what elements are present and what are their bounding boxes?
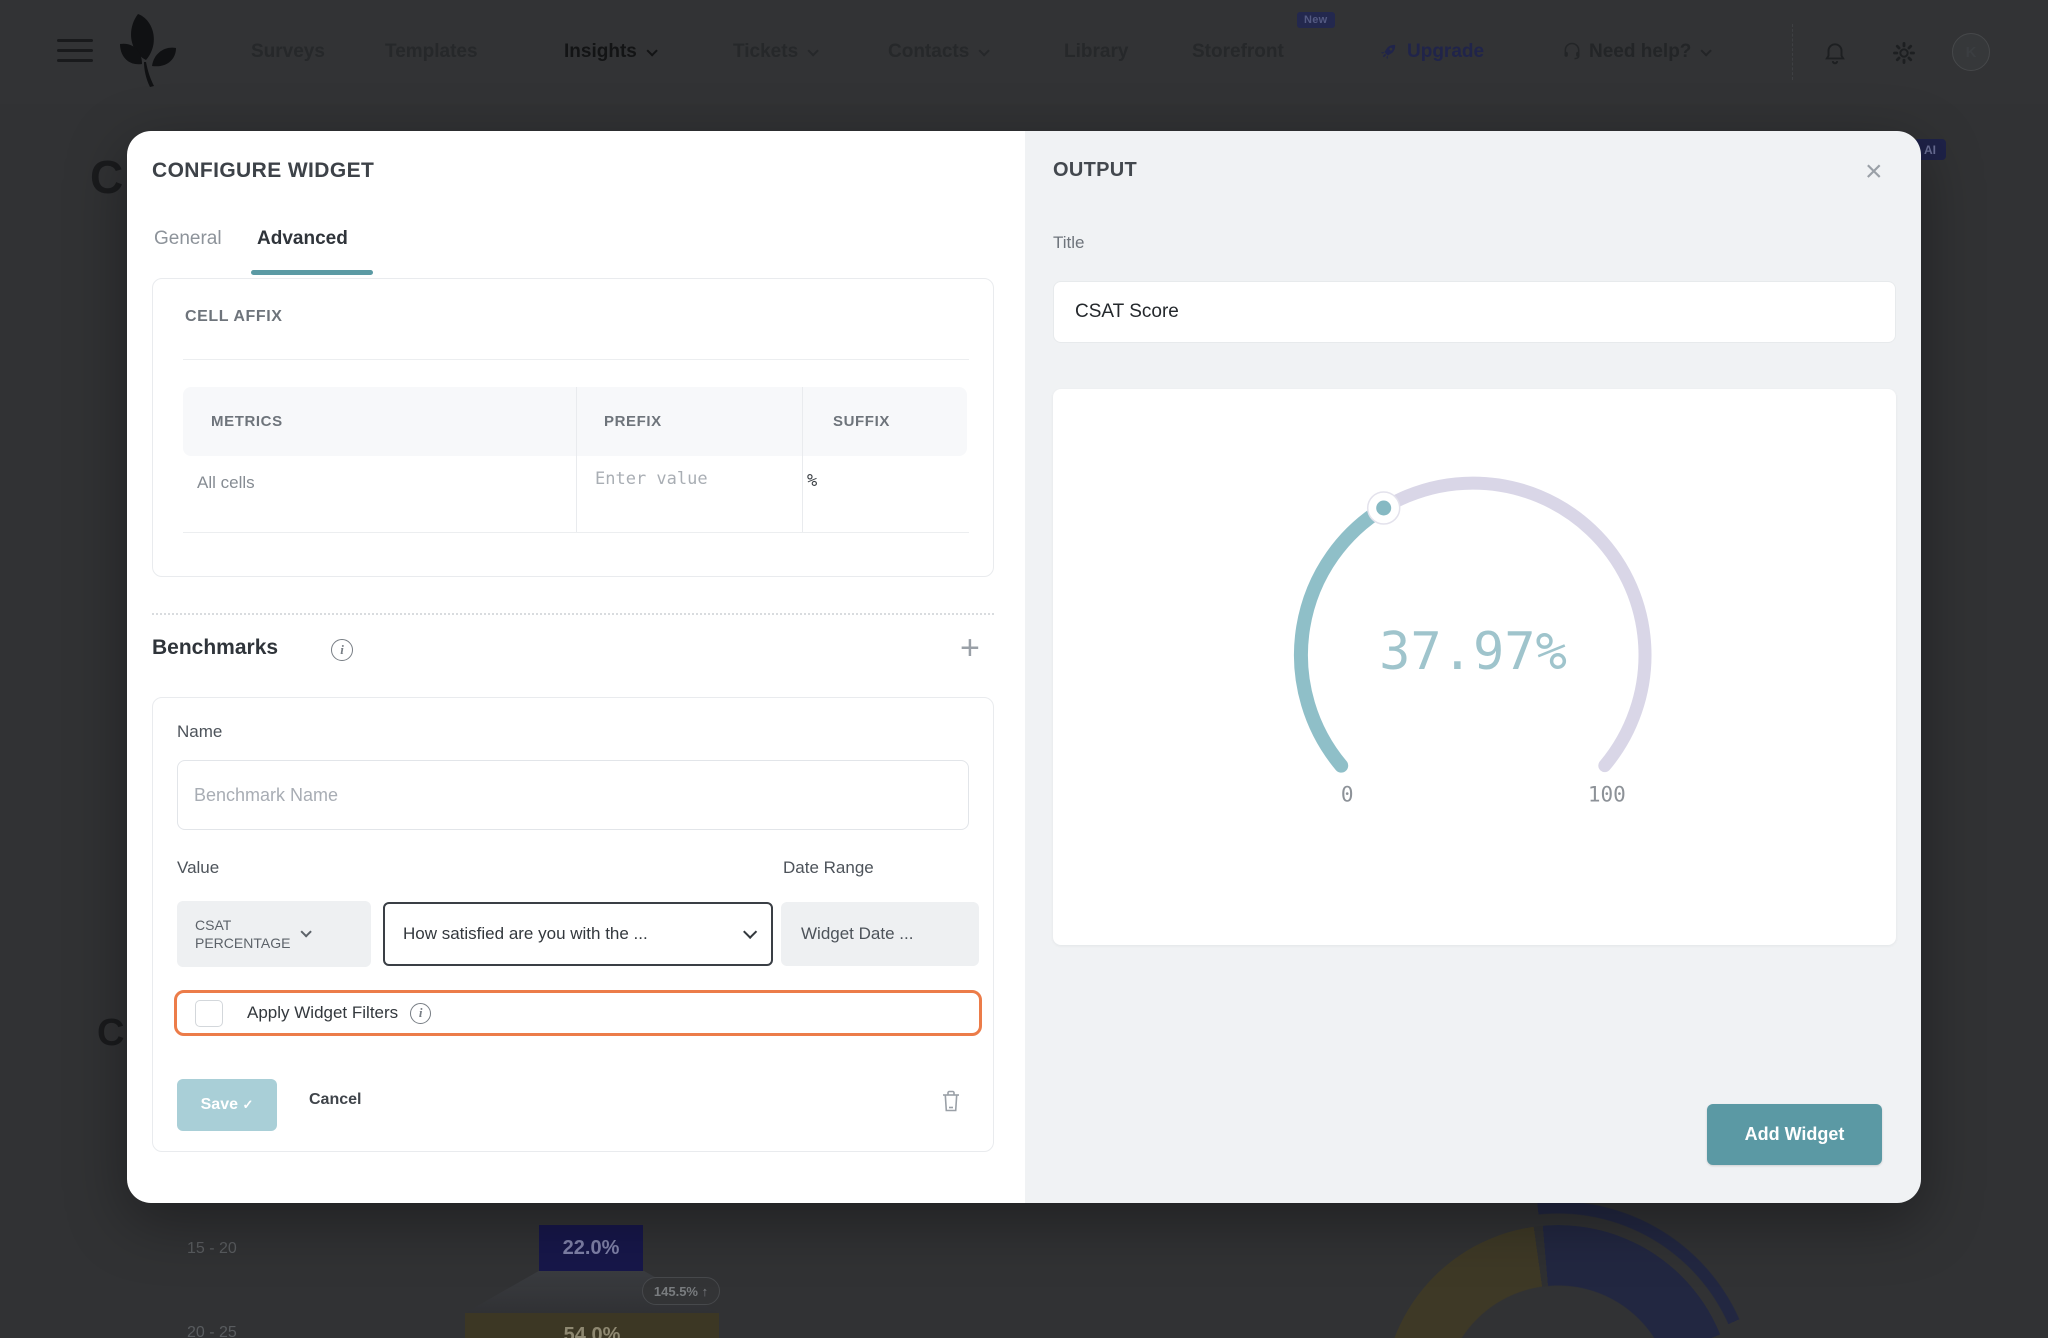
value-label: Value <box>177 858 219 878</box>
chevron-down-icon <box>646 45 657 56</box>
benchmarks-info-icon[interactable]: i <box>331 639 353 661</box>
cancel-button[interactable]: Cancel <box>309 1091 361 1109</box>
notifications-bell-icon[interactable] <box>1822 40 1848 66</box>
headset-icon <box>1562 41 1582 61</box>
top-nav: Surveys Templates Insights Tickets Conta… <box>0 0 2048 104</box>
apply-widget-filters-checkbox[interactable] <box>195 1000 223 1027</box>
tab-advanced[interactable]: Advanced <box>257 228 348 250</box>
chevron-down-icon <box>743 925 757 939</box>
nav-item-contacts[interactable]: Contacts <box>888 0 986 104</box>
chevron-down-icon <box>979 45 990 56</box>
nav-item-surveys[interactable]: Surveys <box>251 0 325 104</box>
csat-gauge-chart: 37.97% 0 100 <box>1263 455 1683 815</box>
funnel-bar: 22.0% <box>539 1225 643 1271</box>
screen: Surveys Templates Insights Tickets Conta… <box>0 0 2048 1338</box>
metric-select[interactable]: CSATPERCENTAGE <box>177 901 371 967</box>
row-metric-label: All cells <box>197 473 255 493</box>
question-select[interactable]: How satisfied are you with the ... <box>383 902 773 966</box>
widget-title-label: Title <box>1053 233 1085 253</box>
prefix-input[interactable] <box>595 469 745 489</box>
settings-gear-icon[interactable] <box>1891 40 1917 66</box>
apply-widget-filters-row: Apply Widget Filters i <box>174 990 982 1036</box>
new-badge: New <box>1297 12 1335 28</box>
app-logo-leaf-icon[interactable] <box>116 8 180 88</box>
gauge-value-text: 37.97% <box>1379 622 1567 682</box>
column-divider <box>802 387 803 532</box>
rocket-icon <box>1380 41 1399 60</box>
configure-widget-modal: CONFIGURE WIDGET General Advanced CELL A… <box>127 131 1921 1203</box>
widget-title-input[interactable] <box>1053 281 1896 343</box>
table-header: METRICS PREFIX SUFFIX <box>183 387 967 456</box>
background-heading-partial: C <box>90 150 123 204</box>
funnel-bar: 54.0% <box>465 1313 719 1338</box>
background-donut-outer-ring <box>1358 1200 1758 1338</box>
modal-title: CONFIGURE WIDGET <box>152 159 374 183</box>
gauge-marker-dot <box>1376 501 1391 516</box>
funnel-change-badge: 145.5% ↑ <box>642 1277 720 1305</box>
date-range-label: Date Range <box>783 858 874 878</box>
tab-general[interactable]: General <box>154 228 222 250</box>
need-help-menu[interactable]: Need help? <box>1562 0 1708 104</box>
chevron-down-icon <box>301 926 312 937</box>
cell-affix-title: CELL AFFIX <box>185 308 283 326</box>
hamburger-menu-icon[interactable] <box>57 39 93 69</box>
name-label: Name <box>177 722 222 742</box>
chevron-down-icon <box>1701 45 1712 56</box>
delete-benchmark-trash-icon[interactable] <box>939 1088 963 1114</box>
column-divider <box>576 387 577 532</box>
background-heading-partial-2: C <box>97 1012 124 1055</box>
gauge-progress-arc <box>1301 508 1384 766</box>
chevron-down-icon <box>808 45 819 56</box>
nav-item-insights[interactable]: Insights <box>564 0 654 104</box>
add-benchmark-button[interactable]: + <box>960 631 980 665</box>
section-divider <box>152 613 994 615</box>
benchmark-card: Name Value Date Range CSATPERCENTAGE How… <box>152 697 994 1152</box>
filters-info-icon[interactable]: i <box>410 1003 431 1024</box>
active-tab-indicator <box>251 270 373 275</box>
nav-item-library[interactable]: Library <box>1064 0 1128 104</box>
funnel-range-label: 20 - 25 <box>187 1324 237 1338</box>
benchmarks-title: Benchmarks <box>152 636 278 660</box>
column-header-suffix: SUFFIX <box>833 413 890 430</box>
nav-divider <box>1792 24 1793 80</box>
column-header-metrics: METRICS <box>211 413 283 430</box>
gauge-max-label: 100 <box>1588 783 1626 807</box>
close-icon[interactable]: × <box>1865 157 1883 187</box>
benchmark-name-input[interactable] <box>177 760 969 830</box>
suffix-value[interactable]: % <box>807 471 817 491</box>
row-divider <box>183 532 969 533</box>
apply-widget-filters-label: Apply Widget Filters <box>247 1003 398 1023</box>
save-button[interactable]: Save ✓ <box>177 1079 277 1131</box>
date-range-select[interactable]: Widget Date ... <box>781 902 979 966</box>
gauge-preview-card: 37.97% 0 100 <box>1053 389 1896 945</box>
nav-item-tickets[interactable]: Tickets <box>733 0 815 104</box>
add-widget-button[interactable]: Add Widget <box>1707 1104 1882 1165</box>
divider <box>183 359 969 360</box>
configure-panel: CONFIGURE WIDGET General Advanced CELL A… <box>127 131 1025 1203</box>
output-title: OUTPUT <box>1053 159 1137 182</box>
upgrade-button[interactable]: Upgrade <box>1380 0 1484 104</box>
nav-item-storefront[interactable]: Storefront <box>1192 0 1284 104</box>
output-panel: OUTPUT × Title 37.97% 0 100 Add Widget <box>1025 131 1921 1203</box>
funnel-range-label: 15 - 20 <box>187 1240 237 1258</box>
gauge-min-label: 0 <box>1341 783 1354 807</box>
column-header-prefix: PREFIX <box>604 413 662 430</box>
check-icon: ✓ <box>242 1097 253 1112</box>
cell-affix-card: CELL AFFIX METRICS PREFIX SUFFIX All cel… <box>152 278 994 577</box>
nav-item-templates[interactable]: Templates <box>385 0 478 104</box>
user-avatar[interactable]: K <box>1952 33 1990 71</box>
